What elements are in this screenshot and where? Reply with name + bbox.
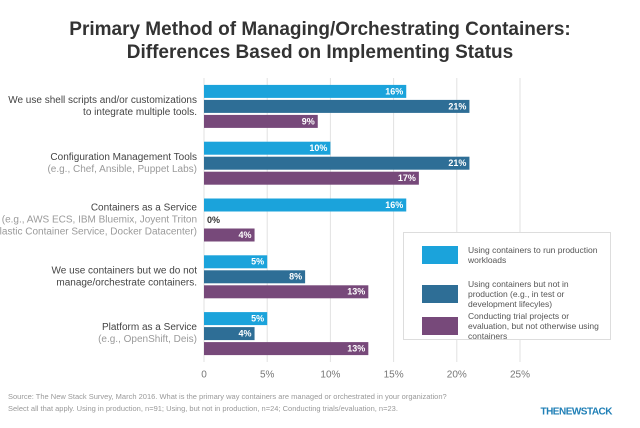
bar <box>204 171 419 185</box>
category-label: Elastic Container Service, Docker Datace… <box>0 227 197 238</box>
legend-entry: Using containers but not in production (… <box>422 279 604 309</box>
bar <box>204 285 369 299</box>
source-note: Source: The New Stack Survey, March 2016… <box>8 392 447 401</box>
bar <box>204 228 255 242</box>
value-label: 21% <box>448 158 466 168</box>
bar <box>204 312 268 326</box>
x-tick-label: 5% <box>260 370 275 381</box>
source-note: Select all that apply. Using in producti… <box>8 404 398 413</box>
legend-label: Using containers but not in production (… <box>468 279 569 309</box>
bar <box>204 156 470 170</box>
x-tick-label: 0 <box>201 370 207 381</box>
category-label: Platform as a Service <box>102 322 197 333</box>
chart-title: Primary Method of Managing/Orchestrating… <box>69 19 570 40</box>
value-label: 4% <box>239 230 252 240</box>
value-label: 5% <box>251 313 264 323</box>
category-label: to integrate multiple tools. <box>83 107 197 118</box>
value-label: 16% <box>385 86 403 96</box>
x-tick-label: 20% <box>447 370 467 381</box>
value-label: 13% <box>347 343 365 353</box>
value-label: 10% <box>309 143 327 153</box>
category-label: We use shell scripts and/or customizatio… <box>8 95 197 106</box>
x-tick-label: 10% <box>320 370 340 381</box>
category-label: (e.g., OpenShift, Deis) <box>98 334 197 345</box>
bar <box>204 84 407 98</box>
value-label: 17% <box>398 173 416 183</box>
legend-label: Conducting trial projects or evaluation,… <box>468 311 599 341</box>
value-label: 8% <box>289 272 302 282</box>
x-tick-label: 25% <box>510 370 530 381</box>
value-label: 21% <box>448 101 466 111</box>
category-label: manage/orchestrate containers. <box>56 277 197 288</box>
category-label: Containers as a Service <box>91 203 198 214</box>
value-label: 5% <box>251 257 264 267</box>
value-label: 0% <box>207 215 220 225</box>
value-label: 16% <box>385 200 403 210</box>
chart-title: Differences Based on Implementing Status <box>127 42 513 63</box>
logo: THENEWSTACK <box>540 407 613 418</box>
bar <box>204 342 369 356</box>
value-label: 13% <box>347 287 365 297</box>
legend-label: Using containers to run production workl… <box>468 245 598 265</box>
legend-entry: Conducting trial projects or evaluation,… <box>422 311 604 341</box>
category-label: (e.g., Chef, Ansible, Puppet Labs) <box>47 164 197 175</box>
bar <box>204 198 407 212</box>
bar <box>204 270 306 284</box>
legend-entry: Using containers to run production workl… <box>422 245 604 265</box>
bar <box>204 99 470 113</box>
value-label: 4% <box>239 328 252 338</box>
category-label: (e.g., AWS ECS, IBM Bluemix, Joyent Trit… <box>2 215 197 226</box>
x-tick-label: 15% <box>384 370 404 381</box>
bar <box>204 114 318 128</box>
legend: Using containers to run production workl… <box>403 232 611 341</box>
bar <box>204 255 268 269</box>
value-label: 9% <box>302 116 315 126</box>
legend-swatch <box>422 317 458 335</box>
bar <box>204 327 255 341</box>
bar <box>204 141 331 155</box>
legend-swatch <box>422 246 458 264</box>
category-label: Configuration Management Tools <box>50 152 197 163</box>
legend-swatch <box>422 285 458 303</box>
category-label: We use containers but we do not <box>52 265 198 276</box>
